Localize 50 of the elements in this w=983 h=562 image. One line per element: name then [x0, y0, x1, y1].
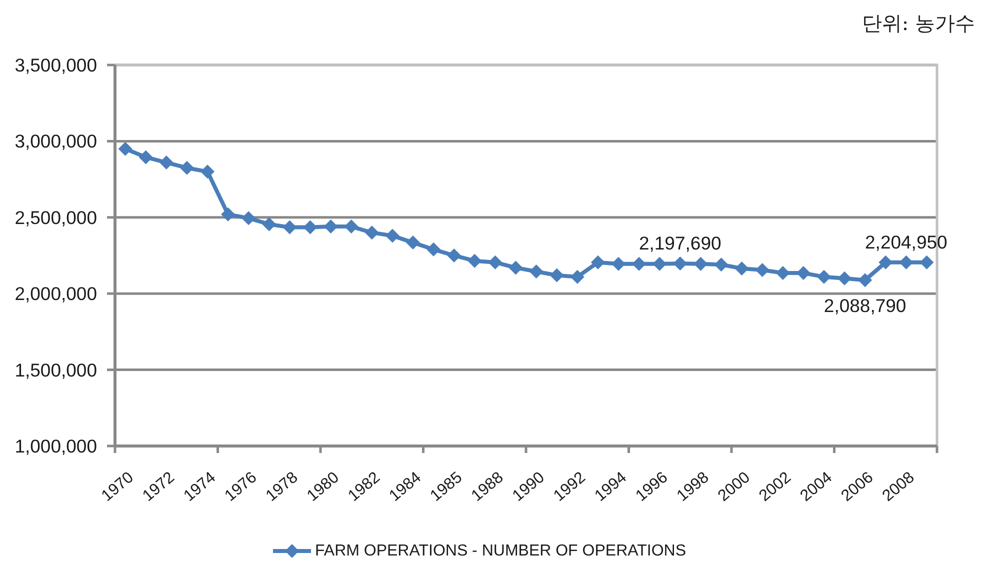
- point: [714, 258, 728, 272]
- point: [364, 226, 379, 240]
- point: [652, 256, 667, 271]
- point: [221, 207, 236, 222]
- point: [242, 211, 256, 226]
- point: [138, 150, 153, 164]
- y-tick-label: 3,500,000: [14, 54, 97, 76]
- point: [324, 220, 338, 234]
- point: [447, 248, 462, 262]
- point: [282, 220, 297, 234]
- y-tick-label: 2,500,000: [14, 206, 97, 228]
- point: [488, 255, 502, 270]
- point: [406, 236, 420, 250]
- point: [858, 273, 872, 288]
- point: [755, 262, 770, 277]
- point: [303, 220, 318, 234]
- point: [920, 255, 934, 270]
- data-label: 2,204,950: [865, 231, 948, 252]
- point: [673, 256, 688, 270]
- point: [632, 256, 646, 271]
- point: [200, 164, 214, 179]
- data-label: 2,088,790: [824, 295, 906, 316]
- point: [550, 268, 564, 282]
- point: [734, 261, 749, 276]
- point: [816, 270, 831, 284]
- point: [118, 142, 132, 156]
- point: [508, 260, 523, 275]
- point: [590, 255, 605, 270]
- legend: FARM OPERATIONS - NUMBER OF OPERATIONS: [273, 542, 686, 560]
- point: [426, 242, 441, 256]
- y-tick-label: 2,000,000: [14, 283, 97, 304]
- point: [570, 270, 584, 284]
- point: [468, 254, 482, 268]
- annotations: 단위: 농가수: [862, 11, 975, 35]
- y-tick-label: 1,000,000: [14, 436, 97, 456]
- point: [159, 156, 174, 170]
- point: [878, 255, 893, 270]
- y-tick-label: 1,500,000: [14, 359, 97, 380]
- point: [694, 256, 708, 271]
- y-tick-label: 3,000,000: [14, 130, 97, 152]
- point: [385, 228, 400, 243]
- point: [899, 255, 914, 270]
- point: [262, 217, 276, 232]
- point: [529, 264, 544, 278]
- point: [776, 266, 790, 280]
- point: [838, 271, 852, 286]
- data-label: 2,197,690: [638, 232, 722, 254]
- point: [611, 256, 626, 271]
- point: [344, 220, 358, 234]
- point: [180, 160, 194, 175]
